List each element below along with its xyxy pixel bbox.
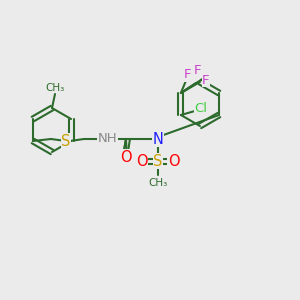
Text: NH: NH: [98, 133, 118, 146]
Text: F: F: [184, 68, 192, 82]
Text: S: S: [153, 154, 163, 169]
Text: S: S: [61, 134, 70, 148]
Text: CH₃: CH₃: [45, 83, 64, 93]
Text: N: N: [152, 131, 164, 146]
Text: O: O: [120, 149, 132, 164]
Text: O: O: [168, 154, 180, 169]
Text: F: F: [202, 74, 210, 86]
Text: F: F: [194, 64, 202, 77]
Text: CH₃: CH₃: [148, 178, 168, 188]
Text: O: O: [136, 154, 148, 169]
Text: Cl: Cl: [194, 103, 207, 116]
